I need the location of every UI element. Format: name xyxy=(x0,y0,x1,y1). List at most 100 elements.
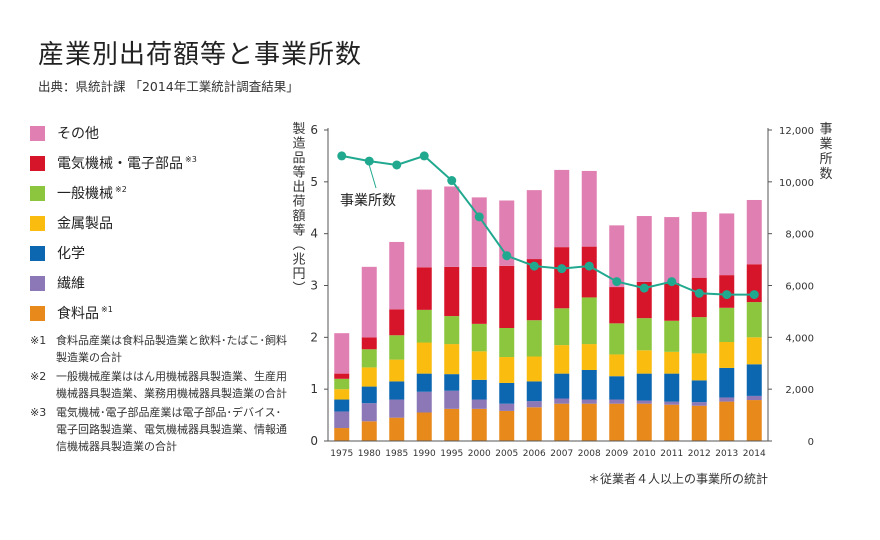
bar-segment xyxy=(554,247,570,309)
bar-segment xyxy=(746,395,762,401)
note-3: ※3 電気機械･電子部品産業は電子部品･デバイス･電子回路製造業、電気機械器具製… xyxy=(30,404,288,455)
bar-segment xyxy=(334,399,350,412)
bar-segment xyxy=(746,364,762,396)
bar-segment xyxy=(526,401,542,408)
bar-segment xyxy=(444,390,460,409)
bar-segment xyxy=(664,217,680,283)
bar-segment xyxy=(389,359,405,382)
note-1: ※1 食料品産業は食料品製造業と飲料･たばこ･飼料製造業の合計 xyxy=(30,332,288,366)
bar-segment xyxy=(471,379,487,400)
legend-note: ※3 xyxy=(185,155,197,165)
bar-segment xyxy=(416,267,432,310)
line-point xyxy=(392,160,402,170)
bar-segment xyxy=(334,428,350,441)
bar-segment xyxy=(361,367,377,387)
x-tick-label: 1975 xyxy=(330,449,353,459)
y-tick-label: 6 xyxy=(310,123,318,137)
line-point xyxy=(419,151,429,161)
bar-segment xyxy=(499,357,515,383)
bar-segment xyxy=(664,351,680,374)
bar-segment xyxy=(719,401,735,441)
y2-tick-label: 6,000 xyxy=(785,282,814,293)
legend-swatch xyxy=(30,185,45,201)
line-point xyxy=(639,283,649,293)
line-point xyxy=(502,251,512,261)
page-title: 産業別出荷額等と事業所数 xyxy=(38,40,363,70)
bar-segment xyxy=(664,401,680,405)
bar-segment xyxy=(581,403,597,441)
legend-label: 繊維 xyxy=(57,276,85,292)
bar-segment xyxy=(609,354,625,377)
legend-item-textile: 繊維 xyxy=(30,268,197,298)
y-tick-label: 3 xyxy=(310,279,318,293)
bar-segment xyxy=(526,190,542,260)
bar-segment xyxy=(609,225,625,288)
note-2: ※2 一般機械産業ははん用機械器具製造業、生産用機械器具製造業、業務用機械器具製… xyxy=(30,368,288,402)
bar-segment xyxy=(334,333,350,374)
y2-tick-label: 8,000 xyxy=(785,230,814,241)
y-axis-title: 製造品等出荷額等︵兆円︶ xyxy=(292,122,305,297)
bar-segment xyxy=(719,213,735,276)
bar-segment xyxy=(636,350,652,374)
bar-segment xyxy=(554,403,570,441)
line-point xyxy=(557,264,567,274)
bar-segment xyxy=(444,344,460,375)
x-tick-label: 2012 xyxy=(688,449,711,459)
footnote: ＊従業者４人以上の事業所の統計 xyxy=(588,472,769,486)
bar-segment xyxy=(389,417,405,441)
x-tick-label: 2014 xyxy=(743,449,766,459)
bar-segment xyxy=(361,403,377,422)
legend-note: ※2 xyxy=(115,185,127,195)
y2-tick-label: 4,000 xyxy=(785,333,814,344)
legend: その他 電気機械・電子部品 ※3 一般機械 ※2 金属製品 化学 繊維 食料品 ※1 xyxy=(30,118,197,328)
line-point xyxy=(447,176,457,186)
y-tick-label: 1 xyxy=(310,382,318,396)
bar-segment xyxy=(389,399,405,418)
bar-segment xyxy=(526,259,542,321)
bar-segment xyxy=(416,309,432,343)
bar-segment xyxy=(609,403,625,441)
line-point xyxy=(337,151,347,161)
x-tick-label: 2013 xyxy=(715,449,738,459)
bar-segment xyxy=(471,266,487,324)
bar-segment xyxy=(361,386,377,404)
line-point xyxy=(749,290,759,300)
line-series xyxy=(341,154,755,296)
legend-item-metal: 金属製品 xyxy=(30,208,197,238)
x-tick-label: 1995 xyxy=(440,449,463,459)
bar-segment xyxy=(664,404,680,441)
line-point xyxy=(364,156,374,166)
note-mark: ※2 xyxy=(30,370,47,383)
legend-swatch xyxy=(30,155,45,171)
y2-axis-title: 事業所数 xyxy=(819,122,832,182)
note-text: 食料品産業は食料品製造業と飲料･たばこ･飼料製造業の合計 xyxy=(56,334,287,364)
legend-swatch xyxy=(30,275,45,291)
bar-segment xyxy=(334,411,350,429)
bar-segment xyxy=(416,189,432,268)
bar-segment xyxy=(361,266,377,338)
bar-segment xyxy=(581,170,597,247)
bar-segment xyxy=(554,345,570,374)
annotation-leader xyxy=(368,164,377,189)
line-point xyxy=(722,290,732,300)
bar-segment xyxy=(746,337,762,365)
bar-segment xyxy=(746,302,762,338)
bar-segment xyxy=(554,398,570,404)
bar-segment xyxy=(636,403,652,441)
bar-segment xyxy=(581,344,597,370)
bar-segment xyxy=(609,399,625,404)
bar-segment xyxy=(389,381,405,400)
bar-segment xyxy=(444,186,460,267)
legend-item-electrical: 電気機械・電子部品 ※3 xyxy=(30,148,197,178)
bar-segment xyxy=(636,281,652,319)
note-mark: ※1 xyxy=(30,334,47,347)
line-point xyxy=(612,277,622,287)
bar-segment xyxy=(416,391,432,413)
legend-label: 金属製品 xyxy=(57,216,113,232)
legend-label: 化学 xyxy=(57,246,85,262)
bar-segment xyxy=(471,399,487,409)
bar-segment xyxy=(444,266,460,317)
bar-segment xyxy=(719,341,735,368)
bar-segment xyxy=(416,412,432,441)
bar-segment xyxy=(554,373,570,399)
